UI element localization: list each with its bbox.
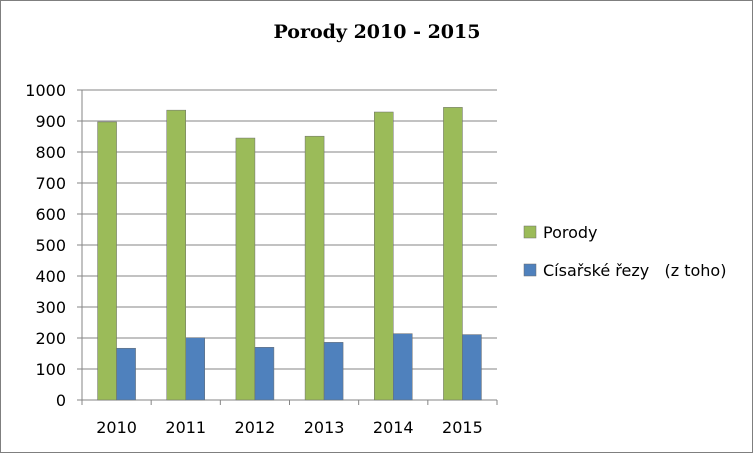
bar-cisarske-rezy-2011 [185, 337, 205, 401]
legend-label: Porody [543, 223, 598, 242]
bar-porody-2012 [235, 137, 256, 401]
axes [77, 89, 498, 405]
x-tick-label: 2015 [442, 418, 483, 437]
gridlines [82, 89, 497, 370]
y-tick-label: 800 [35, 143, 66, 162]
y-tick-label: 200 [35, 329, 66, 348]
y-tick-labels: 0 100 200 300 400 500 600 700 800 900 1000 [25, 81, 66, 410]
bar-cisarske-rezy-2015 [462, 334, 482, 401]
bars [97, 107, 482, 401]
y-tick-label: 500 [35, 236, 66, 255]
y-tick-label: 400 [35, 267, 66, 286]
bar-porody-2010 [97, 121, 117, 401]
y-tick-label: 0 [56, 391, 66, 410]
y-tick-label: 600 [35, 205, 66, 224]
bar-porody-2011 [166, 109, 186, 401]
bar-cisarske-rezy-2012 [254, 347, 275, 401]
bar-porody-2014 [374, 111, 394, 401]
x-tick-label: 2014 [373, 418, 414, 437]
y-tick-label: 300 [35, 298, 66, 317]
bar-porody-2013 [304, 135, 325, 401]
x-tick-label: 2011 [165, 418, 206, 437]
x-tick-label: 2010 [96, 418, 137, 437]
x-tick-label: 2012 [235, 418, 276, 437]
bar-cisarske-rezy-2014 [393, 333, 413, 401]
y-tick-label: 1000 [25, 81, 66, 100]
chart-title: Porody 2010 - 2015 [274, 21, 481, 43]
x-tick-labels: 2010 2011 2012 2013 2014 2015 [96, 418, 483, 437]
bar-porody-2015 [443, 107, 463, 401]
legend: Porody Císařské řezy (z toho) [523, 223, 726, 280]
y-tick-label: 900 [35, 112, 66, 131]
legend-swatch [523, 225, 537, 239]
bar-cisarske-rezy-2010 [116, 347, 136, 401]
legend-label: Císařské řezy (z toho) [543, 261, 726, 280]
x-tick-label: 2013 [304, 418, 345, 437]
legend-swatch [523, 263, 537, 277]
bar-cisarske-rezy-2013 [323, 342, 344, 401]
y-tick-label: 100 [35, 360, 66, 379]
y-tick-label: 700 [35, 174, 66, 193]
